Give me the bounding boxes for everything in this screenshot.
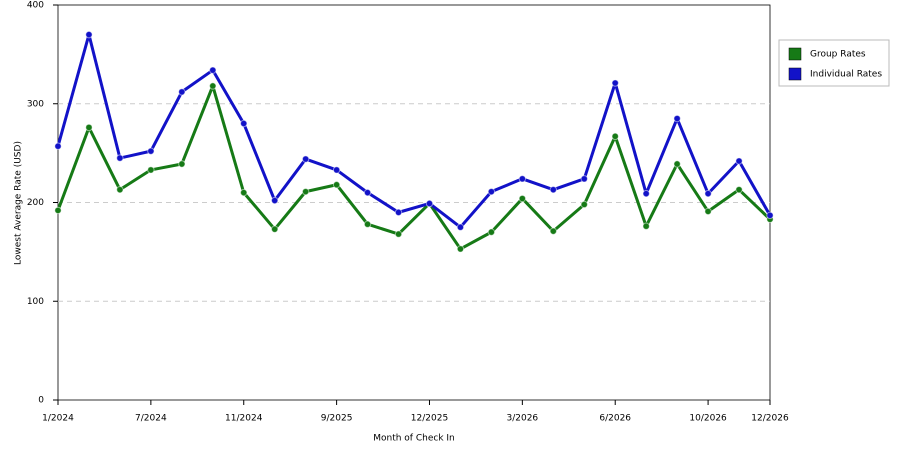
x-tick-label: 10/2026: [689, 414, 727, 424]
point-marker: [270, 196, 279, 205]
point-marker: [518, 194, 527, 203]
point-marker: [332, 166, 341, 174]
point-marker: [301, 155, 310, 163]
x-tick-label: 12/2025: [411, 414, 448, 424]
x-tick-label: 12/2026: [751, 414, 789, 424]
point-marker: [518, 175, 527, 183]
point-marker: [209, 82, 217, 90]
point-marker: [116, 185, 124, 194]
point-marker: [549, 185, 558, 194]
x-tick-label: 3/2026: [507, 414, 539, 424]
point-marker: [240, 188, 248, 197]
point-marker: [735, 185, 743, 194]
x-tick-label: 6/2026: [599, 414, 631, 424]
y-axis-title: Lowest Average Rate (USD): [14, 141, 24, 265]
point-marker: [642, 222, 650, 230]
point-marker: [456, 223, 465, 231]
y-tick-label: 0: [38, 396, 44, 406]
series-line: [56, 84, 772, 251]
legend-label: Group Rates: [810, 50, 866, 60]
point-marker: [301, 187, 310, 196]
point-marker: [642, 189, 650, 198]
point-marker: [673, 114, 681, 123]
point-marker: [270, 225, 279, 233]
point-marker: [116, 154, 124, 162]
point-marker: [549, 227, 558, 235]
point-marker: [487, 187, 496, 196]
point-marker: [209, 66, 217, 74]
point-marker: [178, 160, 186, 168]
y-tick-label: 100: [27, 297, 44, 307]
point-marker: [425, 199, 434, 208]
y-tick-label: 200: [27, 198, 44, 208]
point-marker: [85, 123, 93, 132]
y-tick-label: 300: [27, 99, 44, 109]
x-tick-label: 11/2024: [225, 414, 263, 424]
point-marker: [487, 228, 496, 236]
point-marker: [766, 211, 774, 220]
point-marker: [704, 207, 712, 216]
point-marker: [580, 200, 588, 209]
point-marker: [673, 160, 681, 168]
point-marker: [54, 206, 62, 215]
point-marker: [363, 188, 372, 197]
x-tick-label: 1/2024: [42, 414, 74, 424]
point-marker: [147, 147, 155, 155]
point-marker: [363, 220, 372, 228]
legend-label: Individual Rates: [810, 70, 882, 80]
point-marker: [456, 245, 465, 253]
legend-swatch: [788, 47, 802, 61]
point-marker: [332, 181, 341, 189]
x-tick-label: 9/2025: [321, 414, 353, 424]
legend-swatch: [788, 67, 802, 81]
series-line: [56, 33, 772, 229]
point-marker: [704, 189, 712, 198]
point-marker: [394, 230, 403, 238]
point-marker: [147, 166, 155, 174]
point-marker: [85, 30, 93, 39]
point-marker: [580, 175, 588, 183]
point-marker: [54, 142, 62, 150]
point-marker: [611, 79, 619, 87]
y-tick-label: 400: [27, 1, 44, 11]
x-tick-label: 7/2024: [135, 414, 167, 424]
x-axis-title: Month of Check In: [373, 434, 455, 444]
point-marker: [394, 208, 403, 217]
point-marker: [240, 119, 248, 128]
point-marker: [178, 88, 186, 96]
point-marker: [611, 132, 619, 141]
point-marker: [735, 157, 743, 165]
